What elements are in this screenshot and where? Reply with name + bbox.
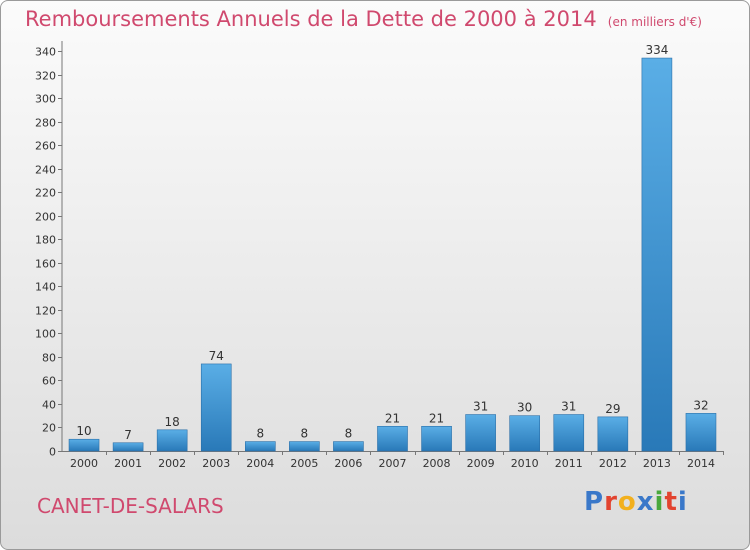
y-tick-label: 220 [35, 187, 56, 200]
y-tick-label: 340 [35, 46, 56, 59]
logo-letter: x [636, 487, 655, 517]
place-name: CANET-DE-SALARS [37, 494, 224, 518]
bar-2014 [685, 413, 717, 452]
logo-letter: P [584, 487, 605, 517]
bar-2004 [245, 441, 276, 452]
y-tick-label: 280 [35, 117, 56, 130]
bar-2010 [509, 415, 541, 452]
bar-2008 [421, 425, 452, 452]
value-label: 21 [385, 411, 400, 425]
bar-2006 [333, 441, 364, 452]
title-main: Remboursements Annuels de la Dette de 20… [25, 7, 597, 31]
category-label: 2003 [202, 457, 230, 470]
category-label: 2007 [379, 457, 407, 470]
y-tick-label: 240 [35, 164, 56, 177]
category-label: 2004 [246, 457, 274, 470]
bar-2002 [156, 429, 188, 452]
category-label: 2001 [114, 457, 142, 470]
value-label: 8 [345, 427, 353, 441]
y-tick-label: 120 [35, 305, 56, 318]
y-tick-label: 300 [35, 93, 56, 106]
y-tick-label: 60 [42, 375, 56, 388]
bar-2005 [289, 441, 320, 452]
bar-2009 [465, 414, 496, 452]
y-tick-label: 20 [42, 422, 56, 435]
category-label: 2011 [555, 457, 583, 470]
y-tick-label: 0 [49, 446, 56, 459]
category-label: 2014 [687, 457, 715, 470]
bar-2001 [112, 442, 144, 452]
value-label: 7 [124, 428, 132, 442]
y-tick-label: 80 [42, 352, 56, 365]
y-tick-label: 160 [35, 258, 56, 271]
y-tick-label: 140 [35, 281, 56, 294]
category-label: 2000 [70, 457, 98, 470]
category-label: 2006 [334, 457, 362, 470]
value-label: 32 [693, 398, 708, 412]
category-label: 2013 [643, 457, 671, 470]
category-label: 2008 [423, 457, 451, 470]
logo-letter: t [664, 487, 678, 517]
category-label: 2002 [158, 457, 186, 470]
value-label: 8 [301, 427, 309, 441]
value-label: 74 [209, 349, 224, 363]
logo-letter: i [654, 487, 665, 517]
value-label: 18 [165, 415, 180, 429]
proxiti-logo: Proxiti [584, 487, 688, 517]
category-label: 2010 [511, 457, 539, 470]
y-tick-label: 180 [35, 234, 56, 247]
logo-letter: i [677, 487, 688, 517]
bar-2000 [68, 438, 100, 452]
y-tick-label: 100 [35, 328, 56, 341]
bar-2011 [553, 414, 585, 452]
value-label: 10 [76, 424, 91, 438]
logo-letter: o [617, 487, 637, 517]
bar-2012 [597, 416, 629, 452]
category-label: 2012 [599, 457, 627, 470]
logo-letter: r [604, 487, 618, 517]
chart-title: Remboursements Annuels de la Dette de 20… [25, 7, 702, 31]
value-label: 8 [256, 427, 264, 441]
value-label: 31 [473, 400, 488, 414]
value-label: 21 [429, 411, 444, 425]
title-unit: (en milliers d'€) [607, 15, 702, 29]
value-label: 334 [645, 43, 668, 57]
y-tick-label: 40 [42, 399, 56, 412]
category-label: 2005 [290, 457, 318, 470]
y-tick-label: 260 [35, 140, 56, 153]
value-label: 29 [605, 402, 620, 416]
bar-2007 [377, 425, 408, 452]
value-label: 30 [517, 401, 532, 415]
value-label: 31 [561, 400, 576, 414]
bar-2013 [641, 57, 673, 452]
category-label: 2009 [467, 457, 495, 470]
y-tick-label: 320 [35, 70, 56, 83]
bar-2003 [200, 363, 232, 452]
y-tick-label: 200 [35, 211, 56, 224]
